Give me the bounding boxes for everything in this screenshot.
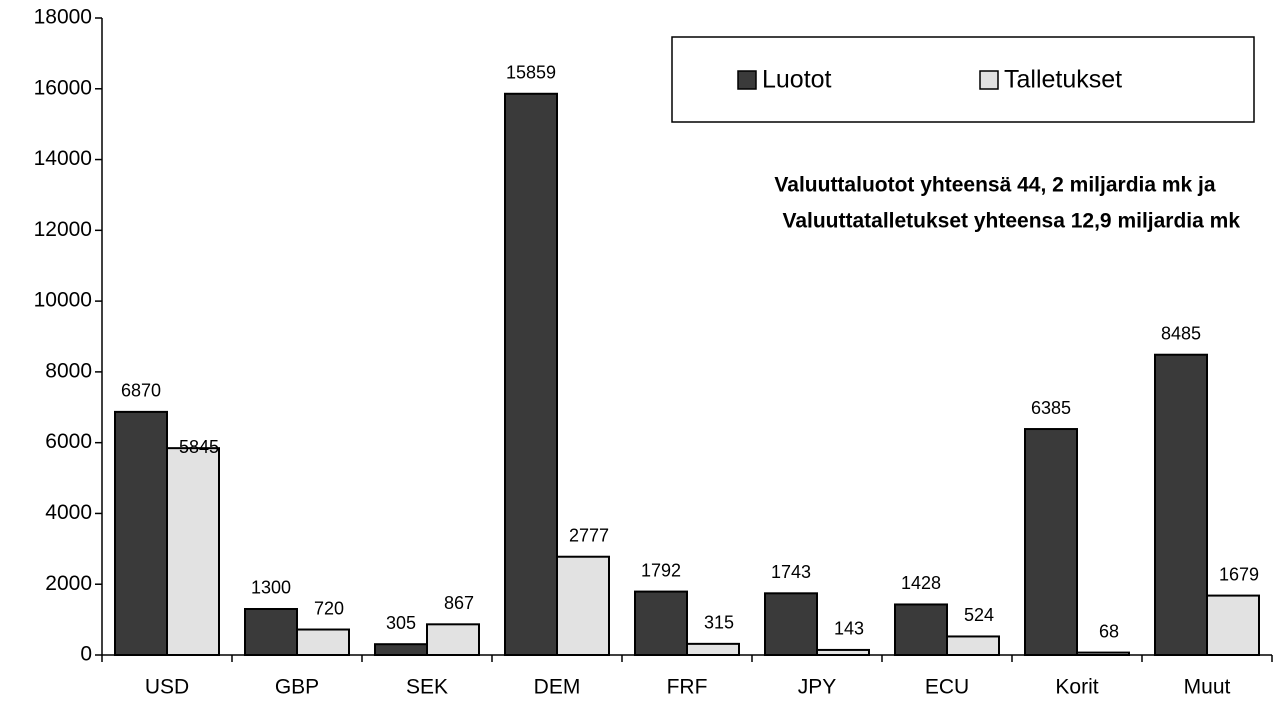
bar — [894, 603, 948, 656]
y-tick-label: 0 — [80, 643, 92, 666]
bar — [426, 623, 480, 656]
y-tick-label: 4000 — [45, 501, 92, 524]
value-label: 1743 — [771, 562, 811, 582]
y-tick-label: 6000 — [45, 430, 92, 453]
x-tick-label: SEK — [406, 676, 448, 699]
bar — [556, 555, 610, 656]
bar — [946, 635, 1000, 657]
bar — [374, 643, 428, 656]
bar — [166, 447, 220, 656]
value-label: 5845 — [179, 437, 219, 457]
value-label: 68 — [1099, 621, 1119, 641]
value-label: 6385 — [1031, 398, 1071, 418]
value-label: 143 — [834, 619, 864, 639]
y-tick-label: 2000 — [45, 572, 92, 595]
x-tick-label: DEM — [534, 676, 581, 699]
legend-swatch — [979, 70, 999, 90]
value-label: 1679 — [1219, 564, 1259, 584]
y-tick-label: 12000 — [34, 218, 92, 241]
y-tick-label: 16000 — [34, 76, 92, 99]
bar — [1154, 353, 1208, 656]
bar — [816, 648, 870, 657]
bar — [1024, 428, 1078, 656]
value-label: 720 — [314, 598, 344, 618]
value-label: 1428 — [901, 573, 941, 593]
annotation: Valuuttaluotot yhteensä 44, 2 miljardia … — [774, 174, 1215, 197]
bar — [634, 590, 688, 657]
bar — [1206, 594, 1260, 656]
y-tick-label: 18000 — [34, 6, 92, 29]
bar — [504, 92, 558, 656]
y-tick-label: 8000 — [45, 359, 92, 382]
x-tick-label: JPY — [798, 676, 837, 699]
value-label: 867 — [444, 593, 474, 613]
y-tick-label: 14000 — [34, 147, 92, 170]
value-label: 524 — [964, 605, 994, 625]
y-tick-label: 10000 — [34, 289, 92, 312]
bar — [244, 607, 298, 656]
legend-label: Talletukset — [1004, 66, 1122, 94]
x-tick-label: GBP — [275, 676, 319, 699]
x-tick-label: FRF — [667, 676, 708, 699]
bar — [1076, 651, 1130, 657]
value-label: 15859 — [506, 63, 556, 83]
value-label: 305 — [386, 613, 416, 633]
legend-label: Luotot — [762, 66, 832, 94]
value-label: 1300 — [251, 578, 291, 598]
x-tick-label: Muut — [1184, 676, 1231, 699]
bar — [296, 628, 350, 657]
bar — [114, 410, 168, 656]
bar — [686, 642, 740, 656]
x-tick-label: Korit — [1055, 676, 1098, 699]
legend-box — [671, 36, 1255, 123]
x-tick-label: ECU — [925, 676, 969, 699]
value-label: 8485 — [1161, 323, 1201, 343]
legend-swatch — [737, 70, 757, 90]
value-label: 6870 — [121, 381, 161, 401]
annotation: Valuuttatalletukset yhteensa 12,9 miljar… — [782, 210, 1240, 233]
value-label: 2777 — [569, 525, 609, 545]
bar — [764, 592, 818, 656]
x-tick-label: USD — [145, 676, 189, 699]
value-label: 1792 — [641, 560, 681, 580]
value-label: 315 — [704, 613, 734, 633]
